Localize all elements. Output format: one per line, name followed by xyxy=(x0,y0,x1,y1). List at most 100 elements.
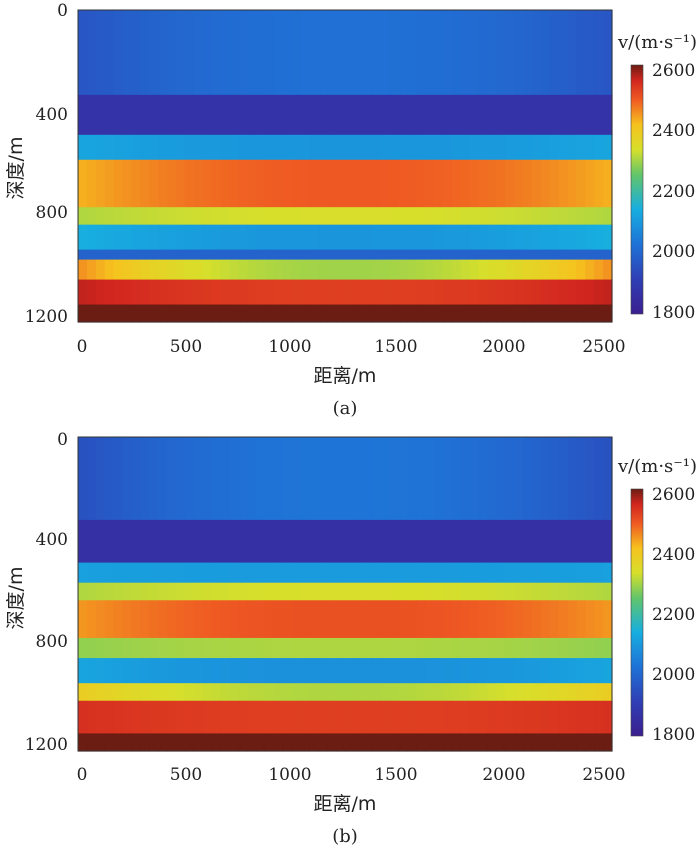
velocity-cell-layer-0 xyxy=(434,10,444,96)
velocity-cell-layer-5 xyxy=(336,637,346,659)
velocity-cell-layer-4 xyxy=(345,207,355,226)
velocity-cell-layer-1 xyxy=(149,94,159,136)
velocity-cell-layer-3 xyxy=(78,159,88,208)
velocity-cell-layer-5 xyxy=(353,224,364,251)
velocity-cell-layer-2 xyxy=(238,134,248,161)
velocity-cell-layer-9 xyxy=(585,304,595,323)
velocity-cell-layer-2 xyxy=(149,134,159,161)
velocity-cell-layer-5 xyxy=(523,637,533,659)
velocity-cell-layer-0 xyxy=(264,10,275,96)
velocity-cell-layer-4 xyxy=(247,600,257,639)
velocity-cell-layer-1 xyxy=(86,519,97,564)
velocity-cell-layer-4 xyxy=(113,600,124,639)
velocity-cell-layer-0 xyxy=(416,437,426,521)
velocity-cell-layer-6 xyxy=(113,249,124,261)
velocity-cell-layer-4 xyxy=(229,600,239,639)
velocity-cell-layer-2 xyxy=(603,134,613,161)
velocity-cell-layer-6 xyxy=(193,249,204,261)
velocity-cell-layer-6 xyxy=(603,249,613,261)
velocity-cell-layer-4 xyxy=(362,207,373,226)
velocity-cell-layer-3 xyxy=(175,159,186,208)
velocity-cell-layer-1 xyxy=(407,94,417,136)
velocity-cell-layer-4 xyxy=(193,207,204,226)
velocity-cell-layer-7 xyxy=(149,683,159,702)
velocity-cell-layer-1 xyxy=(78,94,88,136)
velocity-cell-layer-0 xyxy=(238,10,248,96)
velocity-cell-layer-0 xyxy=(371,10,382,96)
velocity-cell-layer-8 xyxy=(567,279,577,306)
velocity-cell-layer-3 xyxy=(202,159,213,208)
velocity-cell-layer-6 xyxy=(478,658,488,684)
velocity-cell-layer-6 xyxy=(291,658,302,684)
velocity-cell-layer-0 xyxy=(380,437,391,521)
velocity-cell-layer-0 xyxy=(425,437,435,521)
velocity-cell-layer-1 xyxy=(318,519,328,564)
velocity-cell-layer-0 xyxy=(184,10,195,96)
velocity-cell-layer-4 xyxy=(95,207,106,226)
velocity-cell-layer-6 xyxy=(149,658,159,684)
x-axis-title-a: 距离/m xyxy=(314,365,377,387)
velocity-cell-layer-3 xyxy=(345,582,355,601)
velocity-cell-layer-8 xyxy=(380,700,391,735)
velocity-cell-layer-4 xyxy=(460,207,471,226)
velocity-cell-layer-7 xyxy=(434,683,444,702)
velocity-cell-layer-0 xyxy=(122,10,132,96)
velocity-cell-layer-3 xyxy=(487,159,497,208)
velocity-cell-layer-6 xyxy=(558,658,569,684)
velocity-cell-layer-0 xyxy=(220,10,230,96)
velocity-cell-layer-7 xyxy=(576,683,586,702)
velocity-cell-layer-2 xyxy=(389,562,399,584)
velocity-cell-layer-3 xyxy=(425,159,435,208)
velocity-cell-layer-0 xyxy=(549,437,560,521)
velocity-cell-layer-4 xyxy=(496,600,506,639)
velocity-cell-layer-4 xyxy=(380,207,391,226)
velocity-cell-layer-8 xyxy=(585,279,595,306)
velocity-cell-layer-9 xyxy=(131,304,141,323)
velocity-cell-layer-6 xyxy=(416,249,426,261)
velocity-cell-layer-9 xyxy=(603,304,613,323)
velocity-cell-layer-0 xyxy=(113,10,124,96)
velocity-cell-layer-9 xyxy=(434,733,444,752)
velocity-cell-layer-1 xyxy=(460,519,471,564)
velocity-cell-layer-3 xyxy=(496,159,506,208)
velocity-cell-layer-6 xyxy=(175,658,186,684)
velocity-cell-layer-7 xyxy=(469,683,480,702)
velocity-cell-layer-1 xyxy=(380,519,391,564)
velocity-cell-layer-4 xyxy=(95,600,106,639)
velocity-cell-layer-7 xyxy=(175,259,186,281)
velocity-cell-layer-3 xyxy=(256,582,266,601)
velocity-cell-layer-2 xyxy=(95,562,106,584)
velocity-cell-layer-6 xyxy=(407,249,417,261)
velocity-cell-layer-0 xyxy=(345,10,355,96)
velocity-cell-layer-1 xyxy=(175,94,186,136)
velocity-cell-layer-2 xyxy=(309,134,319,161)
velocity-cell-layer-7 xyxy=(131,259,141,281)
velocity-cell-layer-9 xyxy=(345,304,355,323)
velocity-cell-layer-5 xyxy=(113,224,124,251)
velocity-cell-layer-4 xyxy=(434,600,444,639)
velocity-cell-layer-5 xyxy=(576,224,586,251)
velocity-cell-layer-2 xyxy=(345,562,355,584)
velocity-cell-layer-3 xyxy=(140,582,150,601)
velocity-cell-layer-7 xyxy=(175,683,186,702)
velocity-cell-layer-3 xyxy=(416,159,426,208)
velocity-cell-layer-7 xyxy=(140,683,150,702)
velocity-cell-layer-9 xyxy=(336,733,346,752)
velocity-cell-layer-8 xyxy=(478,279,488,306)
velocity-cell-layer-0 xyxy=(149,437,159,521)
velocity-cell-layer-6 xyxy=(211,249,221,261)
velocity-cell-layer-5 xyxy=(309,637,319,659)
velocity-cell-layer-6 xyxy=(567,658,577,684)
velocity-cell-layer-1 xyxy=(273,519,284,564)
velocity-cell-layer-5 xyxy=(380,224,391,251)
velocity-cell-layer-9 xyxy=(540,733,551,752)
velocity-cell-layer-3 xyxy=(220,159,230,208)
velocity-cell-layer-2 xyxy=(149,562,159,584)
velocity-cell-layer-0 xyxy=(95,10,106,96)
velocity-cell-layer-4 xyxy=(184,207,195,226)
velocity-cell-layer-4 xyxy=(256,207,266,226)
velocity-cell-layer-3 xyxy=(184,159,195,208)
velocity-cell-layer-3 xyxy=(229,159,239,208)
velocity-cell-layer-7 xyxy=(193,259,204,281)
velocity-cell-layer-4 xyxy=(86,600,97,639)
